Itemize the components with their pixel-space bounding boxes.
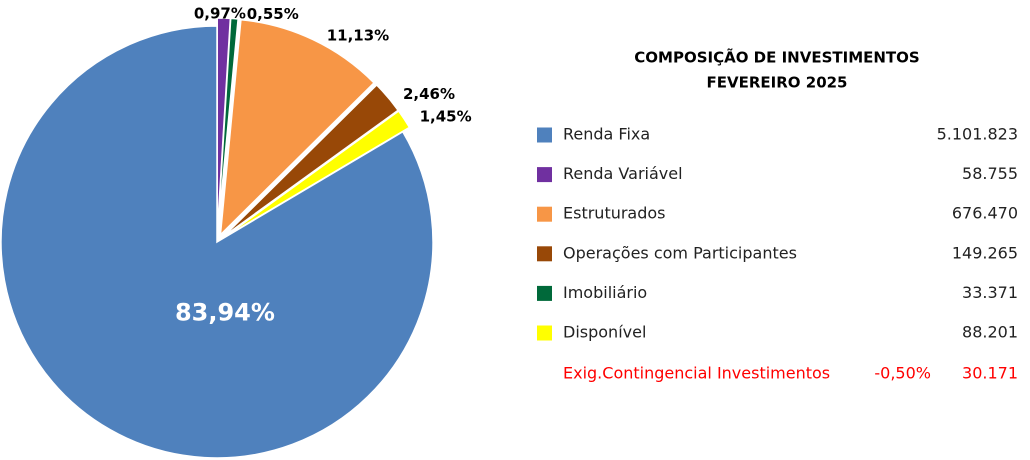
legend-label: Estruturados [563,204,666,223]
note-percent: -0,50% [874,364,931,383]
legend-amount: 33.371 [962,283,1018,302]
legend-amount: 58.755 [962,164,1018,183]
legend-swatch [537,127,552,143]
pie-slice [216,17,239,235]
legend-swatch [537,325,552,341]
pie-slice [219,18,376,237]
legend-swatch [537,206,552,222]
pie-slice [0,25,434,459]
legend-label: Renda Variável [563,164,683,183]
legend-swatch [537,246,552,262]
legend-label: Operações com Participantes [563,243,797,262]
note-amount: 30.171 [962,364,1018,383]
legend-amount: 5.101.823 [937,125,1018,144]
legend-swatch [537,285,552,301]
legend-swatch [537,167,552,183]
slice-label: 11,13% [327,27,389,45]
slice-label: 2,46% [403,85,455,103]
note-label: Exig.Contingencial Investimentos [563,364,830,383]
pie-slice [223,109,411,239]
slice-label: 83,94% [175,298,275,326]
chart-title: COMPOSIÇÃO DE INVESTIMENTOS [634,48,919,67]
pie-slice [222,83,400,238]
slice-label: 1,45% [420,107,472,125]
legend-label: Imobiliário [563,283,647,302]
legend-amount: 149.265 [952,243,1018,262]
slice-label: 0,55% [247,5,299,23]
legend-label: Disponível [563,323,646,342]
chart-subtitle: FEVEREIRO 2025 [707,74,848,92]
legend-amount: 676.470 [952,204,1018,223]
legend-amount: 88.201 [962,323,1018,342]
legend-label: Renda Fixa [563,125,650,144]
